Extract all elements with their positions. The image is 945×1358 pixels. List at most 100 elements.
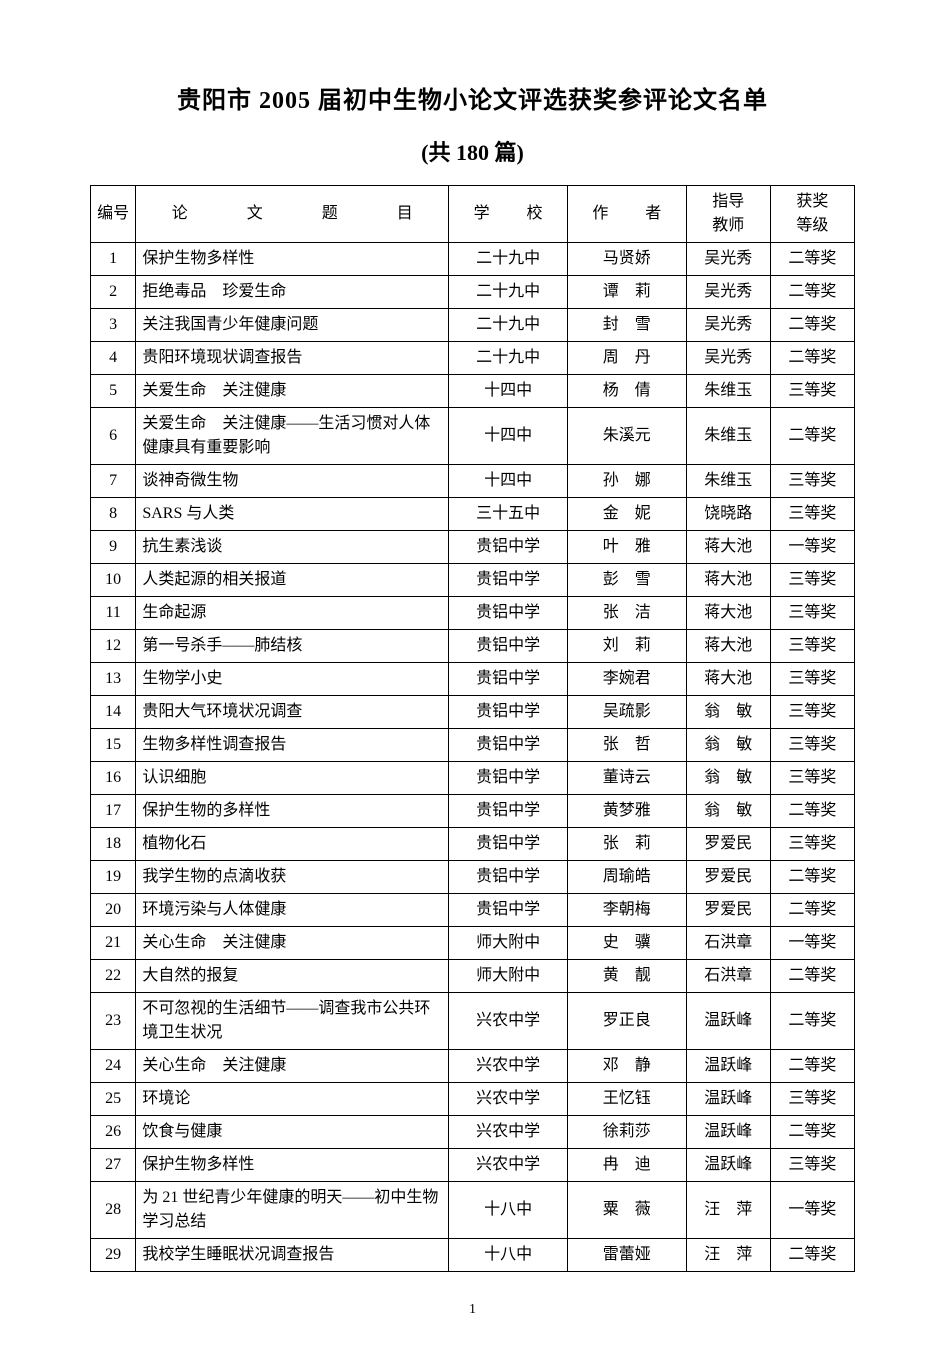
cell-teacher: 翁 敏 <box>686 795 770 828</box>
cell-teacher: 罗爱民 <box>686 861 770 894</box>
cell-id: 1 <box>91 243 136 276</box>
cell-teacher: 翁 敏 <box>686 762 770 795</box>
table-row: 18植物化石贵铝中学张 莉罗爱民三等奖 <box>91 828 855 861</box>
cell-paper-title: 谈神奇微生物 <box>136 465 449 498</box>
cell-author: 朱溪元 <box>567 408 686 465</box>
cell-author: 雷蕾娅 <box>567 1239 686 1272</box>
cell-id: 18 <box>91 828 136 861</box>
cell-paper-title: 我校学生睡眠状况调查报告 <box>136 1239 449 1272</box>
page-subtitle: (共 180 篇) <box>90 135 855 167</box>
col-teacher-l1: 指导 <box>693 190 764 214</box>
cell-id: 22 <box>91 960 136 993</box>
cell-award: 三等奖 <box>770 696 854 729</box>
table-row: 11生命起源贵铝中学张 洁蒋大池三等奖 <box>91 597 855 630</box>
cell-paper-title: 认识细胞 <box>136 762 449 795</box>
cell-school: 二十九中 <box>449 243 568 276</box>
cell-paper-title: 生命起源 <box>136 597 449 630</box>
cell-teacher: 吴光秀 <box>686 276 770 309</box>
cell-author: 金 妮 <box>567 498 686 531</box>
cell-id: 2 <box>91 276 136 309</box>
cell-award: 三等奖 <box>770 498 854 531</box>
cell-school: 师大附中 <box>449 927 568 960</box>
cell-author: 彭 雪 <box>567 564 686 597</box>
cell-author: 黄 靓 <box>567 960 686 993</box>
cell-author: 叶 雅 <box>567 531 686 564</box>
cell-id: 14 <box>91 696 136 729</box>
cell-id: 28 <box>91 1182 136 1239</box>
cell-author: 杨 倩 <box>567 375 686 408</box>
table-row: 3关注我国青少年健康问题二十九中封 雪吴光秀二等奖 <box>91 309 855 342</box>
cell-teacher: 吴光秀 <box>686 243 770 276</box>
cell-school: 贵铝中学 <box>449 762 568 795</box>
col-title-char: 论 <box>172 202 188 226</box>
cell-school: 三十五中 <box>449 498 568 531</box>
cell-id: 21 <box>91 927 136 960</box>
cell-id: 11 <box>91 597 136 630</box>
cell-author: 周瑜皓 <box>567 861 686 894</box>
cell-award: 一等奖 <box>770 927 854 960</box>
table-row: 21关心生命 关注健康师大附中史 骥石洪章一等奖 <box>91 927 855 960</box>
cell-teacher: 石洪章 <box>686 960 770 993</box>
table-row: 1保护生物多样性二十九中马贤娇吴光秀二等奖 <box>91 243 855 276</box>
cell-paper-title: SARS 与人类 <box>136 498 449 531</box>
cell-award: 二等奖 <box>770 795 854 828</box>
cell-id: 27 <box>91 1149 136 1182</box>
cell-id: 4 <box>91 342 136 375</box>
table-row: 29我校学生睡眠状况调查报告十八中雷蕾娅汪 萍二等奖 <box>91 1239 855 1272</box>
cell-id: 17 <box>91 795 136 828</box>
table-row: 23不可忽视的生活细节——调查我市公共环境卫生状况兴农中学罗正良温跃峰二等奖 <box>91 993 855 1050</box>
cell-award: 二等奖 <box>770 1239 854 1272</box>
cell-author: 吴疏影 <box>567 696 686 729</box>
table-row: 7谈神奇微生物十四中孙 娜朱维玉三等奖 <box>91 465 855 498</box>
col-title-char: 题 <box>322 202 338 226</box>
cell-award: 二等奖 <box>770 1050 854 1083</box>
cell-school: 兴农中学 <box>449 1149 568 1182</box>
table-row: 17保护生物的多样性贵铝中学黄梦雅翁 敏二等奖 <box>91 795 855 828</box>
table-row: 14贵阳大气环境状况调查贵铝中学吴疏影翁 敏三等奖 <box>91 696 855 729</box>
cell-award: 三等奖 <box>770 762 854 795</box>
cell-paper-title: 保护生物多样性 <box>136 1149 449 1182</box>
cell-author: 张 洁 <box>567 597 686 630</box>
cell-author: 董诗云 <box>567 762 686 795</box>
col-award: 获奖 等级 <box>770 186 854 243</box>
cell-paper-title: 关爱生命 关注健康 <box>136 375 449 408</box>
cell-school: 贵铝中学 <box>449 795 568 828</box>
cell-id: 19 <box>91 861 136 894</box>
cell-author: 邓 静 <box>567 1050 686 1083</box>
col-author: 作 者 <box>567 186 686 243</box>
cell-school: 二十九中 <box>449 276 568 309</box>
cell-award: 一等奖 <box>770 1182 854 1239</box>
col-id-label: 编号 <box>97 205 129 222</box>
cell-school: 兴农中学 <box>449 1116 568 1149</box>
cell-teacher: 蒋大池 <box>686 663 770 696</box>
cell-award: 三等奖 <box>770 465 854 498</box>
cell-school: 二十九中 <box>449 309 568 342</box>
table-row: 10人类起源的相关报道贵铝中学彭 雪蒋大池三等奖 <box>91 564 855 597</box>
cell-author: 周 丹 <box>567 342 686 375</box>
cell-school: 贵铝中学 <box>449 861 568 894</box>
cell-author: 李朝梅 <box>567 894 686 927</box>
cell-teacher: 朱维玉 <box>686 408 770 465</box>
cell-author: 孙 娜 <box>567 465 686 498</box>
cell-author: 封 雪 <box>567 309 686 342</box>
cell-award: 二等奖 <box>770 993 854 1050</box>
table-row: 22大自然的报复师大附中黄 靓石洪章二等奖 <box>91 960 855 993</box>
table-row: 24关心生命 关注健康兴农中学邓 静温跃峰二等奖 <box>91 1050 855 1083</box>
col-teacher-l2: 教师 <box>693 214 764 238</box>
cell-teacher: 温跃峰 <box>686 1050 770 1083</box>
cell-teacher: 吴光秀 <box>686 309 770 342</box>
cell-paper-title: 生物多样性调查报告 <box>136 729 449 762</box>
page-number: 1 <box>90 1302 855 1318</box>
cell-paper-title: 人类起源的相关报道 <box>136 564 449 597</box>
cell-award: 三等奖 <box>770 597 854 630</box>
cell-school: 十四中 <box>449 408 568 465</box>
cell-paper-title: 生物学小史 <box>136 663 449 696</box>
cell-paper-title: 饮食与健康 <box>136 1116 449 1149</box>
col-school-char: 学 <box>474 202 490 226</box>
cell-teacher: 吴光秀 <box>686 342 770 375</box>
cell-paper-title: 抗生素浅谈 <box>136 531 449 564</box>
cell-school: 兴农中学 <box>449 1050 568 1083</box>
cell-id: 12 <box>91 630 136 663</box>
col-author-char: 者 <box>645 202 661 226</box>
col-award-l2: 等级 <box>777 214 848 238</box>
